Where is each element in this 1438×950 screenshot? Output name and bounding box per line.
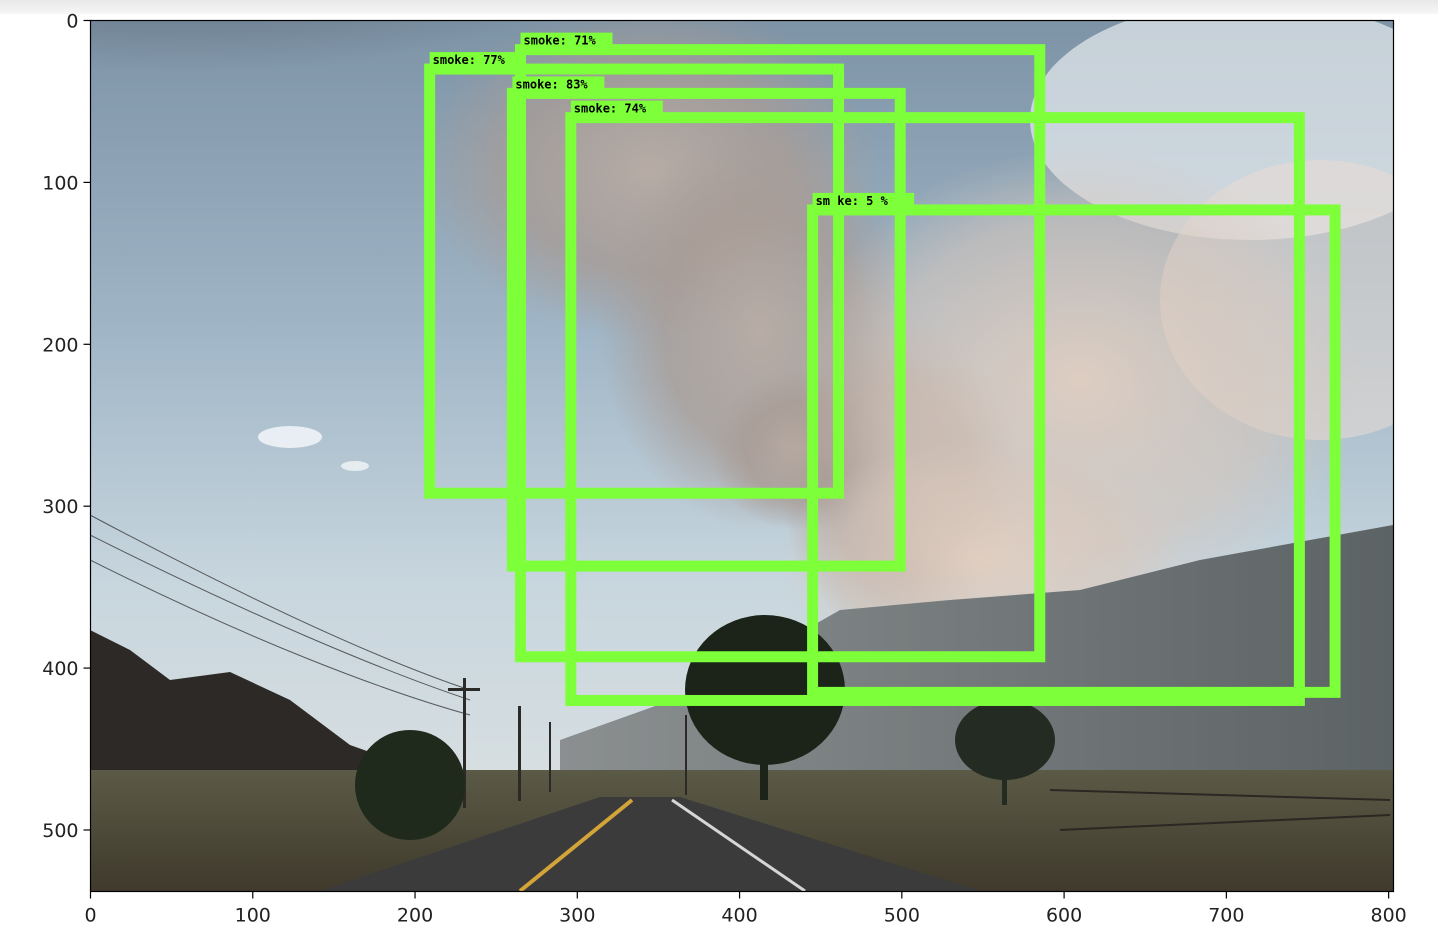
detection-box bbox=[515, 44, 1046, 663]
detection-box bbox=[506, 87, 906, 572]
detection-label-bg bbox=[429, 52, 522, 68]
x-axis: 0 100 200 300 400 500 600 700 800 bbox=[84, 891, 1407, 927]
x-tick-label: 500 bbox=[884, 905, 920, 927]
x-tick-label: 800 bbox=[1370, 905, 1406, 927]
detection-label: smoke: 77% bbox=[433, 53, 506, 67]
y-tick-label: 300 bbox=[42, 496, 78, 518]
x-tick-label: 700 bbox=[1208, 905, 1244, 927]
detection-label-bg bbox=[520, 32, 613, 48]
detection-label: smoke: 71% bbox=[524, 34, 597, 48]
detection-box bbox=[565, 112, 1305, 706]
x-tick-label: 200 bbox=[397, 905, 433, 927]
y-tick-label: 100 bbox=[42, 172, 78, 194]
detection-label: smoke: 83% bbox=[515, 77, 588, 91]
y-tick-label: 400 bbox=[42, 658, 78, 680]
y-axis: 0 100 200 300 400 500 bbox=[42, 11, 91, 842]
axes-frame bbox=[89, 19, 1395, 893]
detection-label-bg bbox=[570, 100, 663, 116]
y-tick-label: 200 bbox=[42, 334, 78, 356]
detection-label: smoke: 74% bbox=[574, 102, 647, 116]
wildfire-photo bbox=[90, 20, 1393, 891]
y-tick-label: 500 bbox=[42, 820, 78, 842]
x-tick-label: 600 bbox=[1046, 905, 1082, 927]
detection-box bbox=[424, 63, 845, 499]
x-tick-label: 100 bbox=[235, 905, 271, 927]
detection-label-bg bbox=[812, 192, 915, 208]
y-tick-label: 0 bbox=[66, 11, 78, 33]
x-tick-label: 400 bbox=[721, 905, 757, 927]
detection-box bbox=[807, 204, 1341, 698]
detection-label-bg bbox=[512, 76, 605, 92]
detection-boxes: smoke: 71% smoke: 77% smoke: 83% smoke: 74%… bbox=[424, 32, 1341, 706]
x-tick-label: 300 bbox=[559, 905, 595, 927]
window-top-strip bbox=[0, 0, 1438, 14]
x-tick-label: 0 bbox=[84, 905, 96, 927]
detection-label: sm ke: 5 % bbox=[816, 194, 889, 208]
